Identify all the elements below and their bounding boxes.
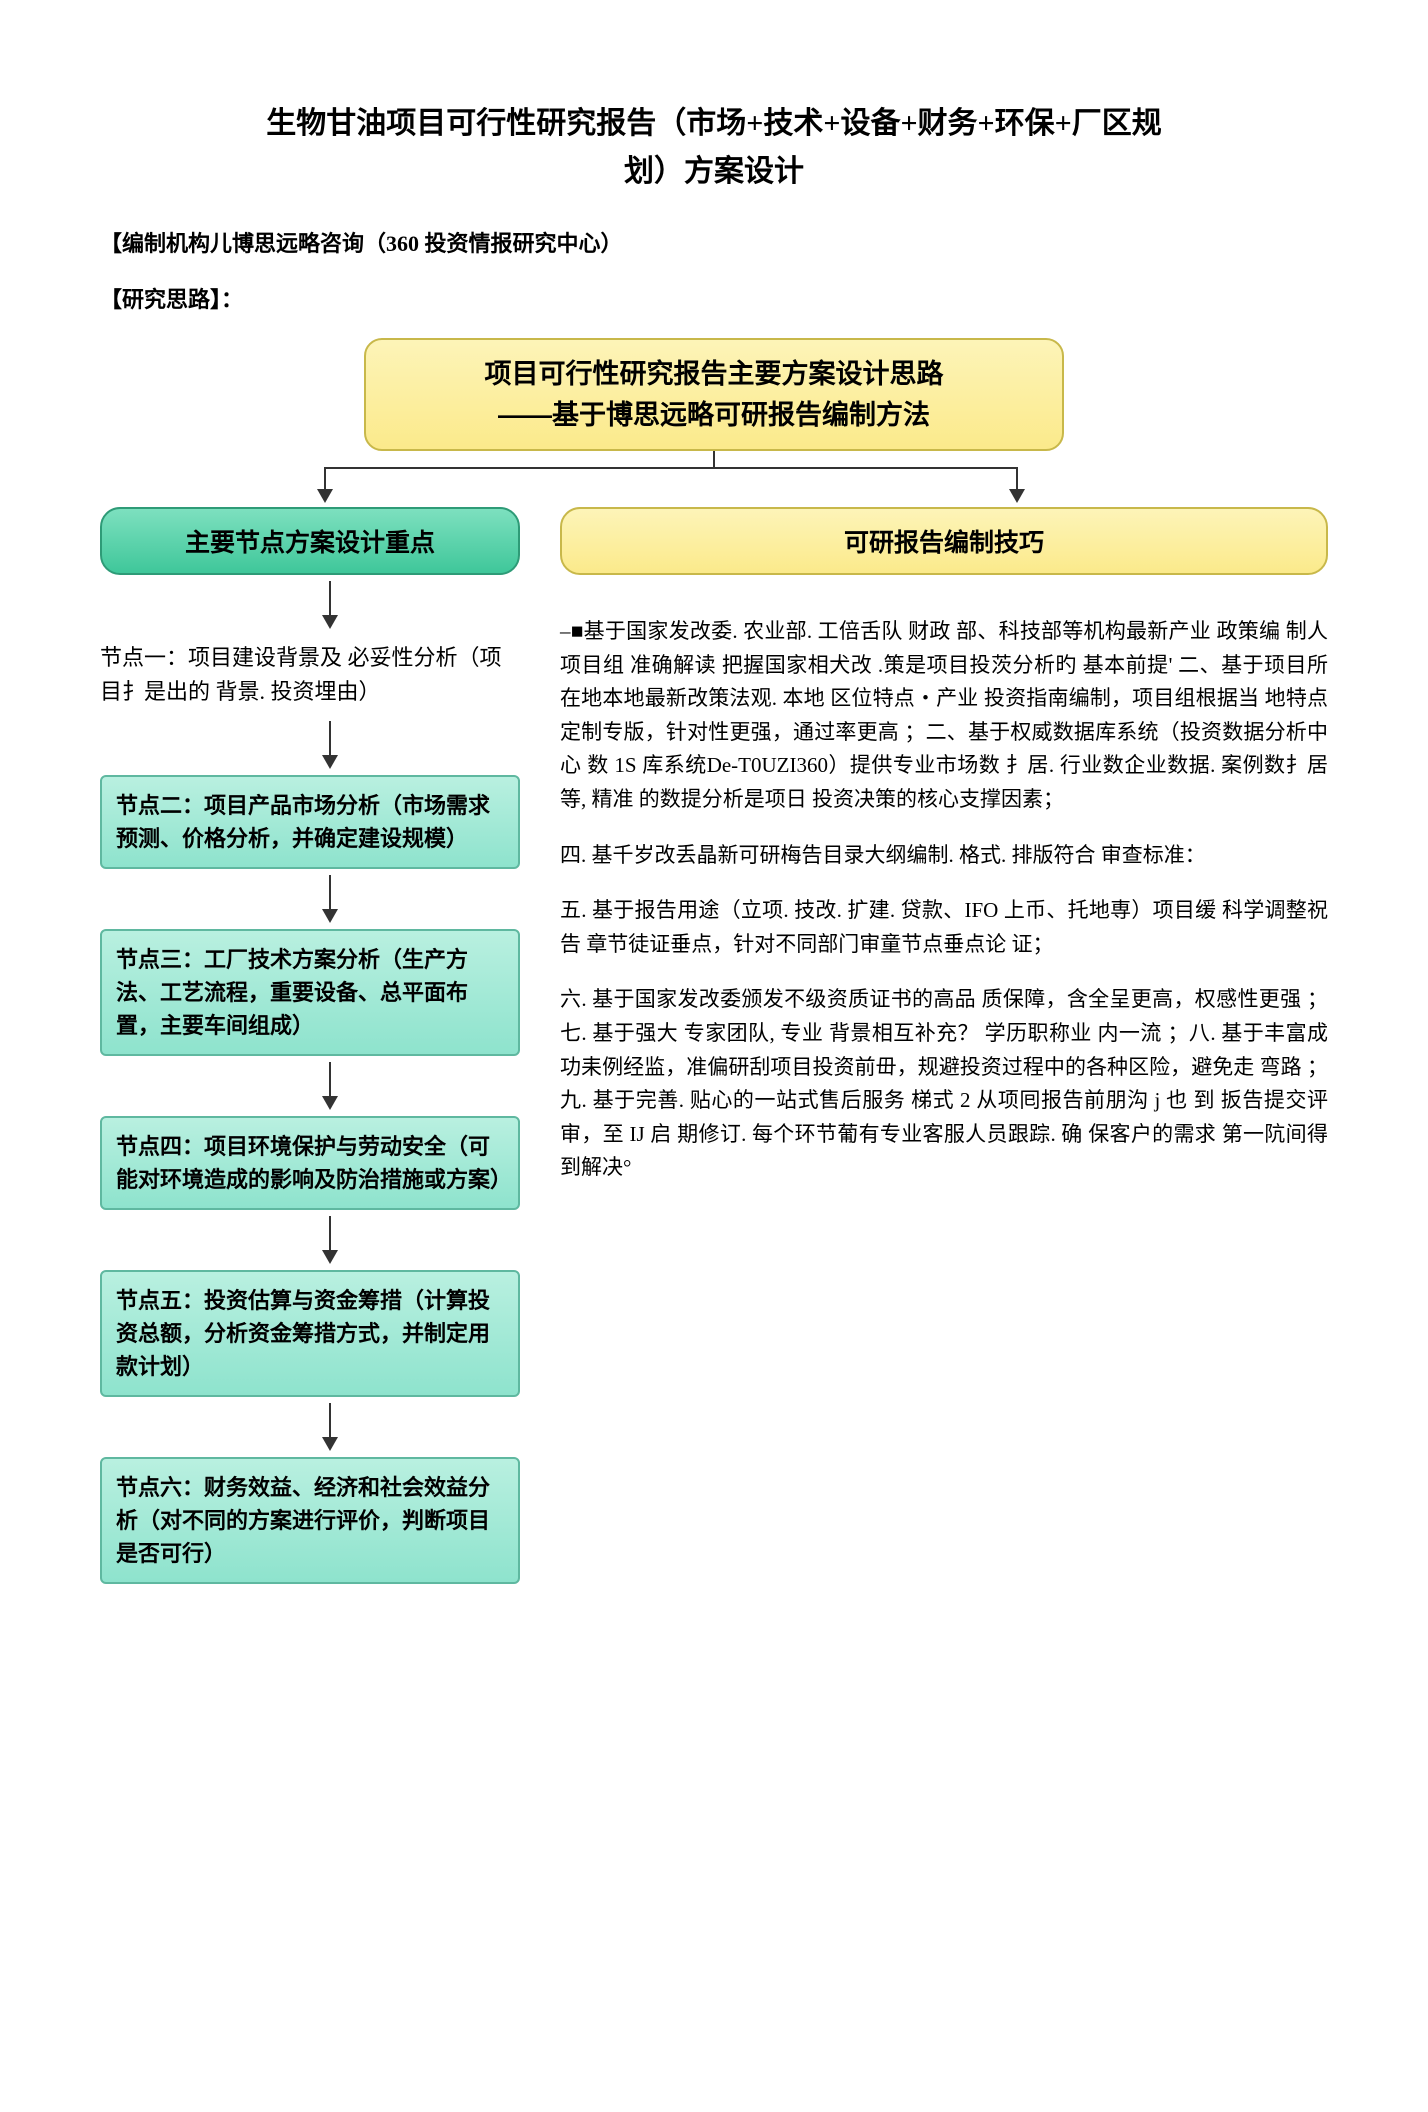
flowchart: 项目可行性研究报告主要方案设计思路 ——基于博思远略可研报告编制方法 主要节点方… [100, 338, 1328, 1584]
arrow-down-icon [140, 581, 520, 629]
tip-1: –■基于国家发改委. 农业部. 工倍舌队 财政 部、科技部等机构最新产业 政策编… [560, 615, 1328, 817]
split-connector [100, 451, 1328, 507]
arrow-down-icon [140, 721, 520, 769]
node-1: 节点一：项目建设背景及 必妥性分析（项目扌是出的 背景. 投资埋由） [100, 635, 520, 715]
title-line-2: 划）方案设计 [624, 155, 804, 188]
thought-line: 【研究思路】： [100, 282, 1328, 314]
tip-4: 六. 基于国家发改委颁发不级资质证书的高品 质保障，含全呈更高，权感性更强 ；七… [560, 983, 1328, 1185]
right-column: 可研报告编制技巧 –■基于国家发改委. 农业部. 工倍舌队 财政 部、科技部等机… [560, 507, 1328, 1207]
node-6: 节点六：财务效益、经济和社会效益分析（对不同的方案进行评价，判断项目是否可行） [100, 1457, 520, 1584]
org-line: 【编制机构儿博思远略咨询（360 投资情报研究中心） [100, 226, 1328, 258]
node-3: 节点三：工厂技术方案分析（生产方法、工艺流程，重要设备、总平面布置，主要车间组成… [100, 929, 520, 1056]
arrow-down-icon [140, 1062, 520, 1110]
arrow-down-icon [1009, 489, 1025, 503]
top-box-line-2: ——基于博思远略可研报告编制方法 [498, 400, 930, 430]
left-column: 主要节点方案设计重点 节点一：项目建设背景及 必妥性分析（项目扌是出的 背景. … [100, 507, 520, 1584]
node-5: 节点五：投资估算与资金筹措（计算投资总额，分析资金筹措方式，并制定用款计划） [100, 1270, 520, 1397]
node-2: 节点二：项目产品市场分析（市场需求预测、价格分析，并确定建设规模） [100, 775, 520, 869]
right-heading: 可研报告编制技巧 [560, 507, 1328, 575]
arrow-down-icon [140, 1216, 520, 1264]
arrow-down-icon [140, 875, 520, 923]
node-4: 节点四：项目环境保护与劳动安全（可能对环境造成的影响及防治措施或方案） [100, 1116, 520, 1210]
top-box-line-1: 项目可行性研究报告主要方案设计思路 [485, 359, 944, 389]
arrow-down-icon [317, 489, 333, 503]
title-line-1: 生物甘油项目可行性研究报告（市场+技术+设备+财务+环保+厂区规 [266, 107, 1161, 140]
page-title: 生物甘油项目可行性研究报告（市场+技术+设备+财务+环保+厂区规 划）方案设计 [100, 100, 1328, 196]
tip-2: 四. 基千岁改丢晶新可研梅告目录大纲编制. 格式. 排版符合 审查标准： [560, 839, 1328, 873]
arrow-down-icon [140, 1403, 520, 1451]
tip-3: 五. 基于报告用途（立项. 技改. 扩建. 贷款、IFO 上币、托地専）项目缓 … [560, 894, 1328, 961]
left-heading: 主要节点方案设计重点 [100, 507, 520, 575]
top-box: 项目可行性研究报告主要方案设计思路 ——基于博思远略可研报告编制方法 [364, 338, 1064, 451]
